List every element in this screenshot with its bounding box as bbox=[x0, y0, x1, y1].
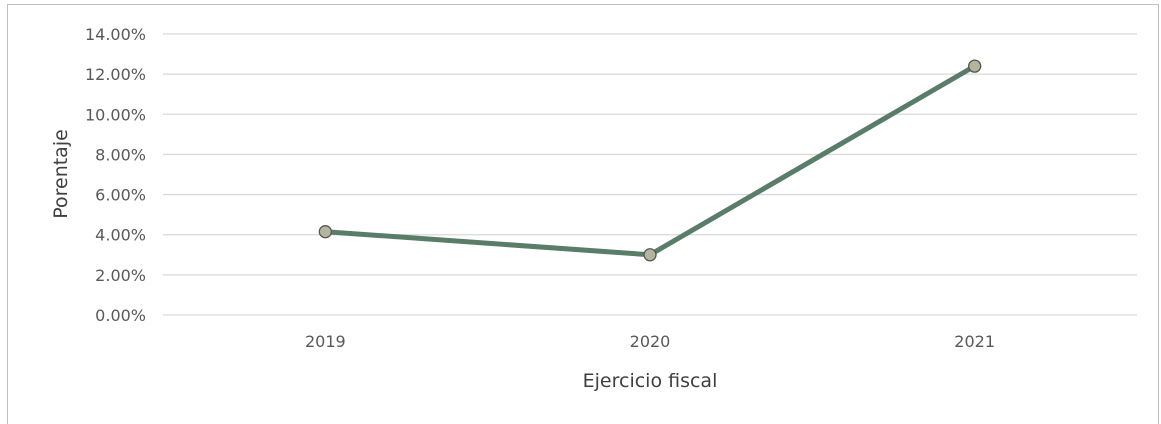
y-tick-label: 8.00% bbox=[95, 145, 146, 164]
series-line bbox=[322, 63, 978, 258]
x-axis-title: Ejercicio fiscal bbox=[583, 370, 718, 392]
x-tick-label: 2021 bbox=[954, 332, 995, 351]
y-tick-label: 2.00% bbox=[95, 266, 146, 285]
data-point bbox=[643, 248, 657, 262]
data-point bbox=[968, 59, 982, 73]
y-tick-label: 4.00% bbox=[95, 226, 146, 245]
y-tick-label: 14.00% bbox=[85, 25, 146, 44]
y-tick-label: 10.00% bbox=[85, 105, 146, 124]
y-axis-title: Porentaje bbox=[50, 129, 72, 219]
gridlines bbox=[163, 33, 1137, 316]
data-point bbox=[318, 225, 332, 239]
y-tick-label: 12.00% bbox=[85, 65, 146, 84]
series-group bbox=[318, 59, 982, 262]
y-axis-ticks: 0.00% 2.00% 4.00% 6.00% 8.00% 10.00% 12.00% 14.… bbox=[85, 25, 146, 325]
y-tick-label: 0.00% bbox=[95, 306, 146, 325]
x-tick-label: 2019 bbox=[305, 332, 346, 351]
chart-frame bbox=[7, 4, 1159, 424]
x-tick-label: 2020 bbox=[630, 332, 671, 351]
x-axis-ticks: 2019 2020 2021 bbox=[305, 332, 995, 351]
y-tick-label: 6.00% bbox=[95, 186, 146, 205]
